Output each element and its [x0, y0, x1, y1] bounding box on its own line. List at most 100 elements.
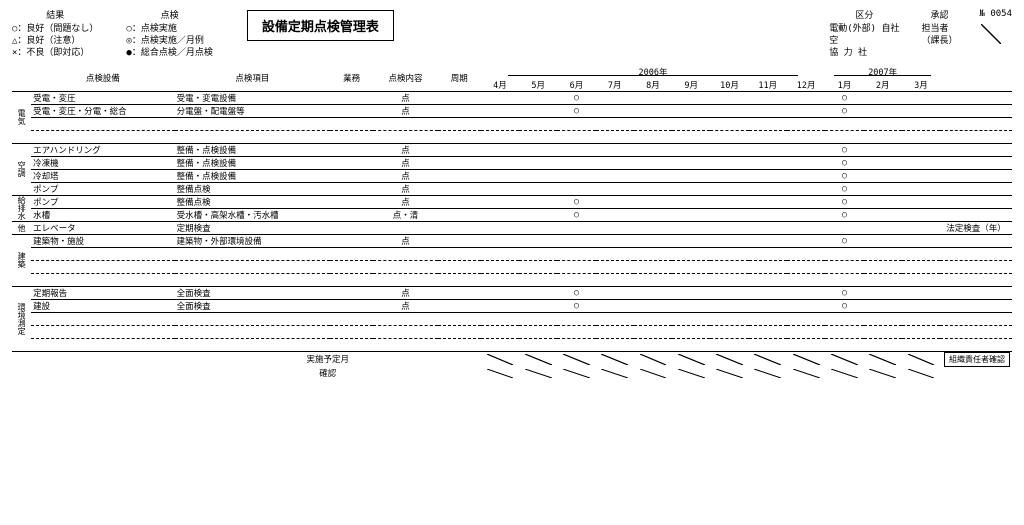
mark-cell — [634, 221, 672, 234]
mark-cell — [825, 130, 863, 143]
month-header: 8月 — [634, 78, 672, 91]
item-cell: 受水槽・高架水槽・汚水槽 — [175, 208, 330, 221]
mark-cell — [557, 325, 595, 338]
mark-cell — [710, 104, 748, 117]
mark-cell — [672, 221, 710, 234]
mark-cell — [749, 260, 787, 273]
footer-slash-cell — [787, 351, 825, 367]
content-cell: 点 — [373, 182, 438, 195]
mark-cell — [519, 117, 557, 130]
content-cell: 点 — [373, 143, 438, 156]
mark-cell — [749, 325, 787, 338]
work-cell — [330, 156, 373, 169]
mark-cell — [787, 299, 825, 312]
manager-seal-label: 組織責任者確認 — [944, 352, 1010, 367]
mark-cell — [902, 117, 940, 130]
division-line: 電動(外部) 自社 — [829, 23, 899, 35]
cycle-cell — [438, 325, 481, 338]
mark-cell — [825, 273, 863, 286]
item-cell: 全面検査 — [175, 299, 330, 312]
mark-cell — [481, 325, 519, 338]
mark-cell: ○ — [557, 104, 595, 117]
mark-cell — [710, 156, 748, 169]
mark-cell — [672, 91, 710, 104]
equipment-cell: 冷凍機 — [31, 156, 175, 169]
mark-cell — [481, 169, 519, 182]
mark-cell — [864, 130, 902, 143]
equipment-cell — [31, 247, 175, 260]
mark-cell — [634, 273, 672, 286]
item-cell — [175, 273, 330, 286]
mark-cell — [596, 338, 634, 351]
mark-cell — [825, 117, 863, 130]
mark-cell — [902, 325, 940, 338]
mark-cell — [634, 338, 672, 351]
mark-cell: ○ — [825, 156, 863, 169]
remarks-cell — [940, 312, 1012, 325]
footer-spacer — [12, 367, 31, 380]
legend-line: △：良好（注意） — [12, 35, 98, 47]
mark-cell — [557, 273, 595, 286]
footer-slash-cell — [481, 367, 519, 380]
remarks-cell — [940, 182, 1012, 195]
content-cell: 点 — [373, 234, 438, 247]
mark-cell — [902, 104, 940, 117]
mark-cell — [787, 182, 825, 195]
footer-spacer — [31, 351, 175, 367]
mark-cell — [710, 234, 748, 247]
footer-slash-cell — [557, 351, 595, 367]
mark-cell — [710, 182, 748, 195]
equipment-cell — [31, 260, 175, 273]
item-cell: 全面検査 — [175, 286, 330, 299]
mark-cell — [864, 234, 902, 247]
mark-cell — [825, 325, 863, 338]
mark-cell — [902, 338, 940, 351]
item-cell: 建築物・外部環境設備 — [175, 234, 330, 247]
cycle-cell — [438, 143, 481, 156]
mark-cell — [557, 338, 595, 351]
mark-cell — [749, 169, 787, 182]
item-cell — [175, 130, 330, 143]
mark-cell — [710, 169, 748, 182]
legend-line: ◎：点検実施／月例 — [126, 35, 212, 47]
footer-slash-cell — [825, 367, 863, 380]
division-heading: 区分 — [829, 8, 899, 21]
month-header: 9月 — [672, 78, 710, 91]
seal-slash — [979, 22, 1003, 46]
mark-cell: ○ — [825, 104, 863, 117]
work-cell — [330, 91, 373, 104]
footer-slash-cell — [519, 367, 557, 380]
mark-cell — [557, 221, 595, 234]
cycle-cell — [438, 169, 481, 182]
mark-cell — [596, 91, 634, 104]
mark-cell — [864, 195, 902, 208]
mark-cell — [557, 312, 595, 325]
mark-cell — [596, 104, 634, 117]
mark-cell — [672, 234, 710, 247]
column-header: 点検内容 — [373, 65, 438, 91]
doc-number-block: № 0054 — [979, 8, 1012, 46]
mark-cell — [481, 299, 519, 312]
footer-slash-cell — [902, 367, 940, 380]
mark-cell — [787, 312, 825, 325]
mark-cell — [864, 325, 902, 338]
cycle-cell — [438, 273, 481, 286]
mark-cell — [710, 273, 748, 286]
mark-cell — [710, 325, 748, 338]
mark-cell — [902, 221, 940, 234]
mark-cell — [864, 286, 902, 299]
cycle-cell — [438, 299, 481, 312]
mark-cell — [672, 130, 710, 143]
cycle-cell — [438, 182, 481, 195]
mark-cell — [902, 143, 940, 156]
remarks-cell — [940, 130, 1012, 143]
work-cell — [330, 117, 373, 130]
footer-slash-cell — [710, 367, 748, 380]
equipment-cell — [31, 130, 175, 143]
mark-cell — [596, 156, 634, 169]
mark-cell — [557, 143, 595, 156]
month-header: 10月 — [710, 78, 748, 91]
mark-cell — [749, 91, 787, 104]
work-cell — [330, 143, 373, 156]
mark-cell — [481, 182, 519, 195]
